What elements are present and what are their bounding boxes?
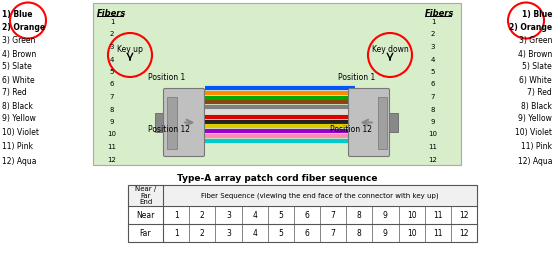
Bar <box>155 113 165 132</box>
Text: 11: 11 <box>433 229 443 238</box>
Text: 7: 7 <box>331 229 336 238</box>
Text: 1: 1 <box>431 19 435 25</box>
Text: Key up: Key up <box>117 45 143 55</box>
Text: 10: 10 <box>407 229 417 238</box>
Bar <box>388 113 398 132</box>
Text: 12: 12 <box>429 156 438 162</box>
Text: 11) Pink: 11) Pink <box>521 142 552 152</box>
Text: 10: 10 <box>428 132 438 138</box>
Text: 4) Brown: 4) Brown <box>2 50 36 59</box>
Text: 9) Yellow: 9) Yellow <box>518 115 552 124</box>
Text: 8) Black: 8) Black <box>2 101 33 110</box>
Text: 3) Green: 3) Green <box>2 36 35 45</box>
Text: 1: 1 <box>110 19 114 25</box>
Text: 9: 9 <box>431 119 435 125</box>
Text: Near: Near <box>136 210 155 219</box>
Text: Position 12: Position 12 <box>330 125 372 135</box>
Text: 5: 5 <box>278 229 283 238</box>
Text: 6) White: 6) White <box>520 76 552 84</box>
Text: 9) Yellow: 9) Yellow <box>2 115 36 124</box>
Text: 3: 3 <box>226 210 231 219</box>
Text: 10: 10 <box>407 210 417 219</box>
Text: 5) Slate: 5) Slate <box>522 62 552 72</box>
Text: 4: 4 <box>110 56 114 62</box>
Text: 12: 12 <box>107 156 116 162</box>
Text: 11: 11 <box>107 144 116 150</box>
Text: 2: 2 <box>200 210 204 219</box>
Text: 3: 3 <box>110 44 114 50</box>
Text: 8) Black: 8) Black <box>521 101 552 110</box>
Text: 1: 1 <box>174 229 178 238</box>
Text: 5) Slate: 5) Slate <box>2 62 32 72</box>
Text: 8: 8 <box>110 107 114 113</box>
Text: 4: 4 <box>431 56 435 62</box>
Text: 6) White: 6) White <box>2 76 34 84</box>
Text: 1) Blue: 1) Blue <box>521 10 552 19</box>
Text: 8: 8 <box>431 107 435 113</box>
Text: 4: 4 <box>252 229 257 238</box>
Text: Fibers: Fibers <box>425 9 454 18</box>
Bar <box>128 185 477 242</box>
Text: 3: 3 <box>226 229 231 238</box>
Text: 9: 9 <box>110 119 114 125</box>
Bar <box>378 96 387 149</box>
Text: Fibers: Fibers <box>97 9 126 18</box>
Text: Far: Far <box>140 229 151 238</box>
Text: 7: 7 <box>331 210 336 219</box>
Text: 2: 2 <box>431 32 435 38</box>
Text: 10) Violet: 10) Violet <box>2 129 39 138</box>
Text: 2) Orange: 2) Orange <box>2 22 45 32</box>
Text: 1: 1 <box>174 210 178 219</box>
Text: 11: 11 <box>428 144 438 150</box>
FancyBboxPatch shape <box>348 89 389 156</box>
Text: 7) Red: 7) Red <box>527 89 552 98</box>
Text: 7: 7 <box>431 94 435 100</box>
Text: Type-A array patch cord fiber sequence: Type-A array patch cord fiber sequence <box>177 174 377 183</box>
Text: 5: 5 <box>110 69 114 75</box>
Text: Position 1: Position 1 <box>148 73 185 82</box>
Text: 7: 7 <box>110 94 114 100</box>
Text: 10) Violet: 10) Violet <box>515 129 552 138</box>
Text: Position 1: Position 1 <box>338 73 375 82</box>
Text: 5: 5 <box>278 210 283 219</box>
Text: 1) Blue: 1) Blue <box>2 10 33 19</box>
Text: 2: 2 <box>200 229 204 238</box>
Bar <box>167 96 177 149</box>
Text: 11) Pink: 11) Pink <box>2 142 33 152</box>
Text: 3) Green: 3) Green <box>519 36 552 45</box>
Text: 12) Aqua: 12) Aqua <box>2 156 37 165</box>
Text: 2) Orange: 2) Orange <box>509 22 552 32</box>
Text: 9: 9 <box>383 229 388 238</box>
Text: Near /
Far
End: Near / Far End <box>135 185 156 206</box>
Text: 8: 8 <box>357 210 362 219</box>
Text: 11: 11 <box>433 210 443 219</box>
Text: Fiber Sequence (viewing the end face of the connector with key up): Fiber Sequence (viewing the end face of … <box>201 192 439 199</box>
Text: 6: 6 <box>305 229 309 238</box>
Text: 6: 6 <box>431 81 435 87</box>
Text: 6: 6 <box>305 210 309 219</box>
Text: 4: 4 <box>252 210 257 219</box>
Text: 12: 12 <box>459 229 469 238</box>
Text: 5: 5 <box>431 69 435 75</box>
Text: 8: 8 <box>357 229 362 238</box>
Text: 12) Aqua: 12) Aqua <box>517 156 552 165</box>
Bar <box>93 3 461 165</box>
Text: 9: 9 <box>383 210 388 219</box>
Text: 6: 6 <box>110 81 114 87</box>
Text: 2: 2 <box>110 32 114 38</box>
Text: Position 12: Position 12 <box>148 125 190 135</box>
Text: 12: 12 <box>459 210 469 219</box>
Text: 7) Red: 7) Red <box>2 89 27 98</box>
Text: 4) Brown: 4) Brown <box>518 50 552 59</box>
Text: 10: 10 <box>107 132 116 138</box>
Text: Key down: Key down <box>372 45 408 55</box>
Text: 3: 3 <box>431 44 435 50</box>
FancyBboxPatch shape <box>163 89 204 156</box>
